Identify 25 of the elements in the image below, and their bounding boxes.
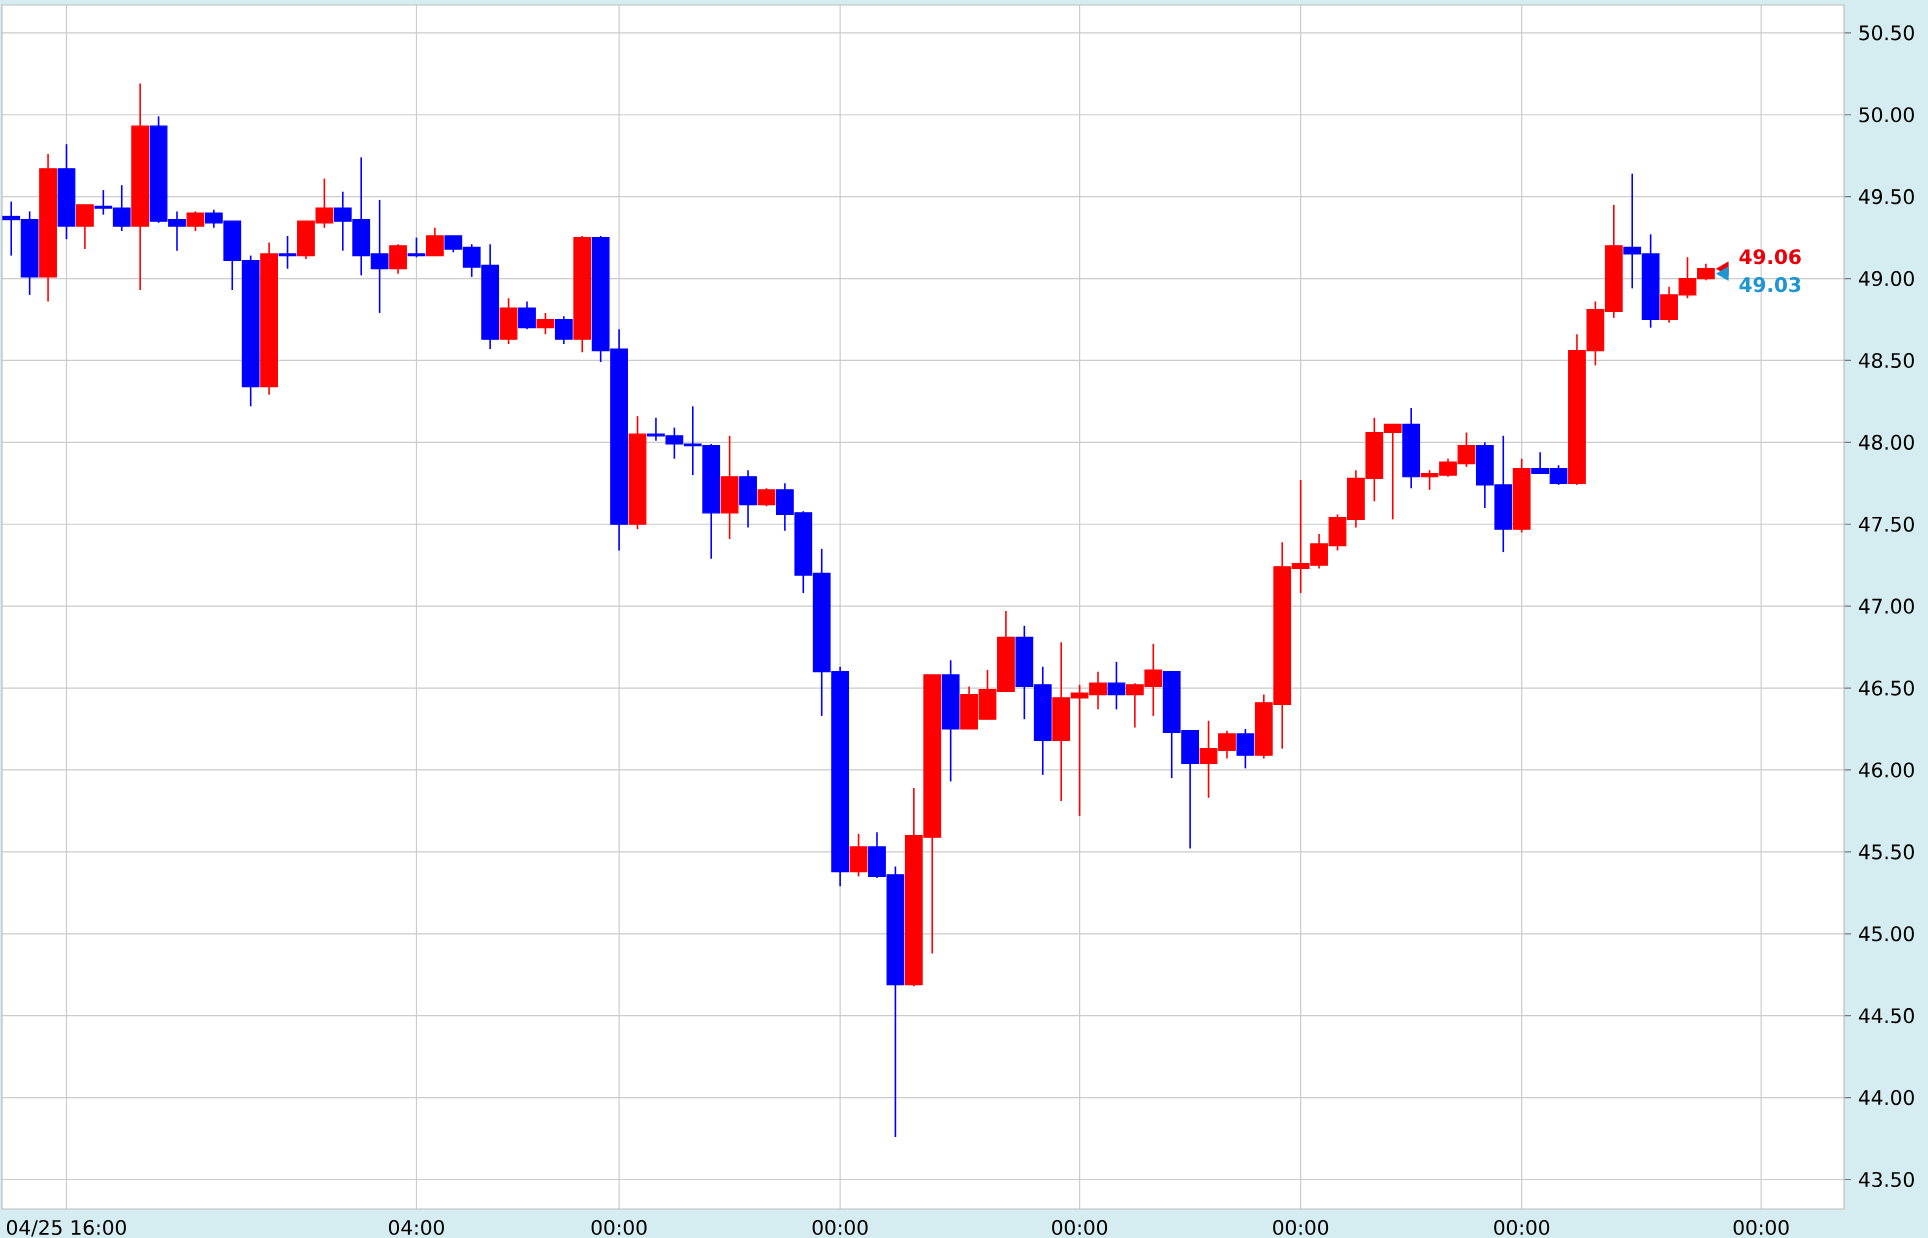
y-tick-label: 47.00 [1858, 598, 1914, 614]
data-label: 49.06 [1739, 249, 1801, 265]
x-tick-label: 00:00 [1494, 1219, 1550, 1236]
x-tick-label: 00:00 [1273, 1219, 1329, 1236]
x-tick-label: 00:00 [591, 1219, 647, 1236]
y-tick-label: 50.00 [1859, 107, 1914, 123]
x-tick-label: 00:00 [1052, 1219, 1108, 1236]
x-tick-label: 00:00 [812, 1219, 868, 1236]
y-tick-label: 49.00 [1858, 270, 1914, 287]
y-tick-label: 44.00 [1858, 1090, 1914, 1106]
y-tick-label: 43.50 [1858, 1171, 1914, 1188]
y-tick-label: 46.00 [1858, 762, 1914, 778]
y-tick-label: 49.50 [1858, 189, 1914, 205]
y-tick-label: 48.50 [1858, 352, 1914, 369]
y-tick-label: 50.50 [1859, 25, 1914, 41]
y-tick-label: 45.00 [1858, 926, 1914, 942]
y-tick-label: 47.50 [1858, 516, 1914, 532]
y-tick-label: 48.00 [1858, 434, 1914, 450]
x-tick-label: 00:00 [1733, 1219, 1789, 1236]
data-label: 49.03 [1739, 277, 1801, 293]
y-tick-label: 44.50 [1858, 1008, 1914, 1024]
y-tick-label: 46.50 [1858, 680, 1914, 696]
x-tick-label: 04/25 16:00 [6, 1219, 126, 1237]
x-tick-label: 04:00 [388, 1219, 444, 1236]
y-tick-label: 45.50 [1858, 844, 1914, 860]
